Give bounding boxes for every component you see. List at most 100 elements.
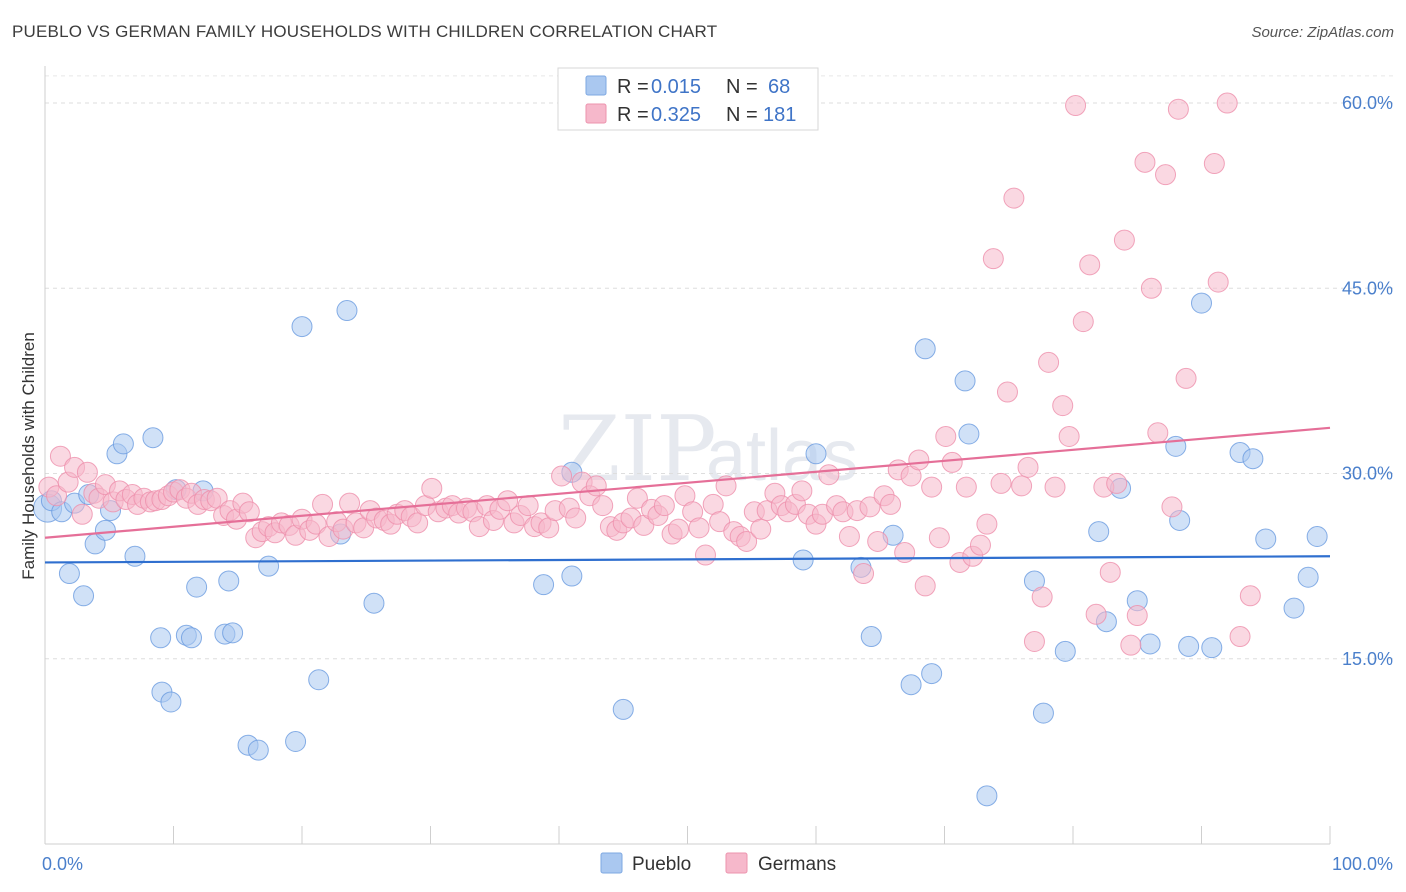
legend-bottom-swatch-pueblo xyxy=(600,852,623,874)
data-point-germans xyxy=(935,425,957,447)
data-point-germans xyxy=(921,476,943,498)
legend-r-value-pueblo: 0.015 xyxy=(651,76,701,98)
data-point-germans xyxy=(1167,98,1189,120)
data-point-pueblo xyxy=(1139,633,1161,655)
data-point-germans xyxy=(339,492,361,514)
data-point-pueblo xyxy=(73,585,95,607)
data-point-germans xyxy=(859,496,881,518)
data-point-pueblo xyxy=(1297,566,1319,588)
legend-bottom: Pueblo Germans xyxy=(600,852,836,875)
legend-top: R = 0.015 N = 68 R = 0.325 N = 181 xyxy=(557,67,819,131)
data-point-germans xyxy=(928,527,950,549)
data-point-pueblo xyxy=(1191,292,1212,314)
data-point-pueblo xyxy=(336,300,358,322)
y-tick-label: 60.0% xyxy=(1342,93,1393,113)
data-point-pueblo xyxy=(1283,597,1305,619)
data-point-germans xyxy=(969,534,991,556)
data-point-germans xyxy=(996,381,1018,403)
legend-swatch-pueblo xyxy=(585,75,607,96)
data-point-pueblo xyxy=(792,549,814,571)
data-point-germans xyxy=(1038,351,1060,373)
data-point-germans xyxy=(49,445,71,467)
legend-swatch-germans xyxy=(585,103,607,124)
chart-source: Source: ZipAtlas.com xyxy=(1251,24,1394,41)
data-point-germans xyxy=(982,248,1004,270)
data-point-germans xyxy=(1126,605,1148,627)
data-point-pueblo xyxy=(1032,702,1054,724)
data-point-germans xyxy=(736,530,758,552)
data-point-germans xyxy=(791,480,813,502)
data-point-germans xyxy=(1175,367,1197,389)
data-point-germans xyxy=(818,464,840,486)
data-point-germans xyxy=(1113,229,1135,251)
data-point-germans xyxy=(1058,425,1080,447)
data-point-pueblo xyxy=(954,370,976,392)
data-point-pueblo xyxy=(291,316,313,338)
y-tick-label: 30.0% xyxy=(1342,464,1393,484)
data-point-pueblo xyxy=(124,545,146,567)
axes xyxy=(44,66,1331,845)
data-point-germans xyxy=(1239,585,1261,607)
legend-n-value-pueblo: 68 xyxy=(768,76,790,98)
data-point-germans xyxy=(941,451,963,473)
data-point-germans xyxy=(955,476,977,498)
trend-line-pueblo xyxy=(44,555,1331,564)
data-point-germans xyxy=(497,490,519,512)
data-point-pueblo xyxy=(921,663,943,685)
data-point-pueblo xyxy=(1306,526,1328,548)
data-point-germans xyxy=(914,575,936,597)
x-tick-label-max: 100.0% xyxy=(1332,854,1393,874)
data-point-germans xyxy=(1120,634,1142,656)
data-point-pueblo xyxy=(561,565,583,587)
legend-bottom-label-germans: Germans xyxy=(758,854,836,875)
data-point-pueblo xyxy=(976,785,998,807)
data-point-germans xyxy=(1216,92,1238,114)
data-point-germans xyxy=(1072,311,1094,333)
y-tick-label: 15.0% xyxy=(1342,649,1393,669)
data-point-germans xyxy=(853,563,875,585)
data-point-germans xyxy=(688,517,710,539)
data-point-germans xyxy=(1099,561,1121,583)
data-point-germans xyxy=(1147,422,1169,444)
data-point-germans xyxy=(653,495,675,517)
data-point-germans xyxy=(238,501,260,523)
data-point-pueblo xyxy=(805,443,827,465)
data-point-germans xyxy=(76,461,98,483)
data-point-germans xyxy=(1155,164,1177,186)
data-point-pueblo xyxy=(150,627,172,649)
data-point-pueblo xyxy=(285,731,307,753)
trend-lines xyxy=(44,426,1331,564)
data-point-germans xyxy=(71,503,93,525)
data-point-pueblo xyxy=(222,622,244,644)
y-tick-labels: 15.0% 30.0% 45.0% 60.0% xyxy=(1342,93,1393,669)
data-point-pueblo xyxy=(247,739,269,761)
data-point-germans xyxy=(421,477,443,499)
data-point-germans xyxy=(880,493,902,515)
data-point-germans xyxy=(1031,586,1053,608)
data-point-pueblo xyxy=(94,519,116,541)
data-point-pueblo xyxy=(1054,640,1076,662)
data-point-germans xyxy=(1003,187,1025,209)
data-point-pueblo xyxy=(533,574,555,596)
legend-n-label-pueblo: N = xyxy=(726,76,758,98)
data-point-pueblo xyxy=(1088,521,1110,543)
data-point-pueblo xyxy=(186,576,208,598)
data-points xyxy=(33,92,1328,807)
data-point-germans xyxy=(592,495,614,517)
data-point-germans xyxy=(867,530,889,552)
legend-r-label-pueblo: R = xyxy=(617,76,649,98)
grid-lines xyxy=(45,75,1393,660)
legend-n-value-germans: 181 xyxy=(763,104,796,126)
data-point-germans xyxy=(1161,496,1183,518)
data-point-germans xyxy=(1085,603,1107,625)
legend-bottom-swatch-germans xyxy=(725,852,748,874)
data-point-pueblo xyxy=(1242,448,1264,470)
data-point-germans xyxy=(1229,626,1251,648)
data-point-pueblo xyxy=(1255,528,1277,550)
data-point-pueblo xyxy=(900,674,922,696)
data-point-pueblo xyxy=(958,423,980,445)
data-point-germans xyxy=(1079,254,1101,276)
data-point-germans xyxy=(990,472,1012,494)
data-point-germans xyxy=(517,495,539,517)
